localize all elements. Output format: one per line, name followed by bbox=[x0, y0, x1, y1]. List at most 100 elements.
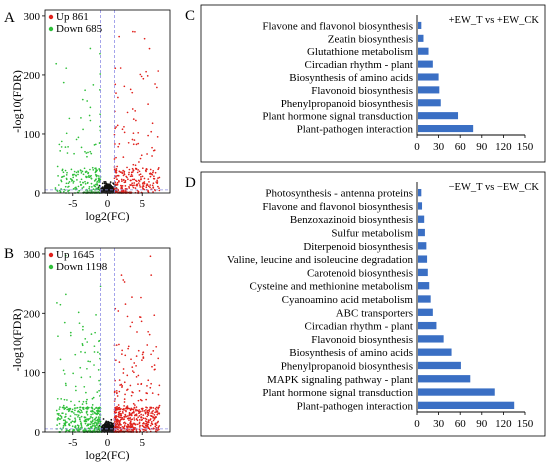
data-point bbox=[152, 350, 155, 352]
data-point bbox=[65, 293, 67, 296]
panel-letter: C bbox=[185, 8, 195, 24]
bar bbox=[418, 228, 425, 237]
data-point bbox=[122, 169, 125, 172]
data-point bbox=[115, 169, 118, 172]
data-point bbox=[144, 412, 147, 415]
data-point bbox=[97, 177, 100, 180]
data-point bbox=[89, 106, 92, 109]
data-point bbox=[82, 181, 85, 184]
data-point bbox=[121, 408, 124, 411]
data-point bbox=[62, 419, 65, 422]
data-point bbox=[96, 418, 99, 421]
legend-label: Up 1645 bbox=[56, 249, 95, 261]
data-point bbox=[118, 35, 120, 38]
data-point bbox=[87, 171, 90, 174]
data-point bbox=[140, 382, 143, 385]
data-point bbox=[122, 422, 125, 424]
data-point bbox=[85, 391, 87, 394]
y-tick-label: 200 bbox=[24, 308, 41, 320]
data-point bbox=[122, 156, 125, 159]
y-tick-label: 200 bbox=[24, 70, 41, 82]
data-point bbox=[113, 158, 116, 160]
data-point bbox=[130, 171, 133, 174]
data-point bbox=[147, 413, 149, 416]
data-point bbox=[118, 170, 121, 173]
bar bbox=[418, 21, 422, 29]
data-point bbox=[95, 416, 98, 419]
data-point bbox=[82, 173, 85, 176]
category-label: Sulfur metabolism bbox=[331, 228, 413, 240]
panel-letter: D bbox=[185, 175, 196, 191]
data-point bbox=[140, 154, 143, 157]
data-point bbox=[133, 426, 135, 429]
data-point bbox=[69, 334, 72, 337]
data-point bbox=[131, 426, 134, 428]
data-point bbox=[62, 404, 65, 407]
data-point bbox=[67, 190, 69, 193]
data-point bbox=[110, 418, 113, 421]
data-point bbox=[69, 331, 72, 334]
data-point bbox=[148, 47, 151, 50]
data-point bbox=[114, 190, 117, 193]
data-point bbox=[123, 125, 125, 128]
data-point bbox=[76, 406, 79, 409]
data-point bbox=[124, 354, 127, 357]
data-point bbox=[91, 407, 94, 410]
data-point bbox=[115, 411, 118, 414]
data-point bbox=[145, 398, 148, 401]
data-point bbox=[82, 325, 84, 328]
data-point bbox=[74, 385, 77, 388]
data-point bbox=[84, 180, 86, 183]
data-point bbox=[118, 379, 121, 381]
data-point bbox=[147, 134, 149, 137]
category-label: Biosynthesis of amino acids bbox=[289, 347, 413, 359]
data-point bbox=[145, 421, 148, 423]
data-point bbox=[142, 422, 145, 424]
data-point bbox=[90, 427, 93, 429]
bar bbox=[418, 268, 428, 277]
data-point bbox=[105, 183, 108, 186]
data-point bbox=[73, 412, 75, 414]
data-point bbox=[132, 132, 135, 135]
data-point bbox=[76, 424, 79, 427]
data-point bbox=[153, 368, 156, 371]
data-point bbox=[125, 188, 128, 190]
data-point bbox=[142, 77, 145, 80]
data-point bbox=[81, 343, 84, 345]
data-point bbox=[86, 418, 88, 420]
data-point bbox=[117, 426, 120, 429]
data-point bbox=[129, 88, 132, 91]
data-point bbox=[58, 422, 61, 425]
legend-marker bbox=[48, 26, 54, 32]
data-point bbox=[65, 67, 68, 70]
data-point bbox=[140, 176, 142, 178]
data-point bbox=[132, 118, 135, 120]
category-label: Diterpenoid biosynthesis bbox=[303, 241, 413, 253]
data-point bbox=[116, 425, 119, 428]
data-point bbox=[134, 179, 137, 182]
data-point bbox=[136, 419, 139, 422]
bar bbox=[418, 73, 439, 81]
data-point bbox=[103, 182, 106, 185]
data-point bbox=[130, 179, 132, 182]
data-point bbox=[152, 419, 155, 422]
data-point bbox=[128, 187, 131, 189]
data-point bbox=[63, 321, 66, 324]
data-point bbox=[151, 415, 153, 417]
data-point bbox=[151, 411, 153, 413]
data-point bbox=[145, 426, 147, 429]
category-label: MAPK signaling pathway - plant bbox=[267, 374, 413, 386]
data-point bbox=[114, 424, 117, 427]
data-point bbox=[131, 91, 134, 94]
data-point bbox=[75, 407, 77, 409]
scatter-points bbox=[55, 254, 161, 433]
data-point bbox=[157, 412, 160, 415]
data-point bbox=[64, 254, 67, 257]
data-point bbox=[152, 191, 154, 193]
data-point bbox=[134, 110, 137, 112]
data-point bbox=[60, 140, 63, 143]
data-point bbox=[141, 175, 144, 178]
data-point bbox=[133, 184, 135, 187]
data-point bbox=[122, 179, 125, 181]
data-point bbox=[132, 143, 135, 146]
